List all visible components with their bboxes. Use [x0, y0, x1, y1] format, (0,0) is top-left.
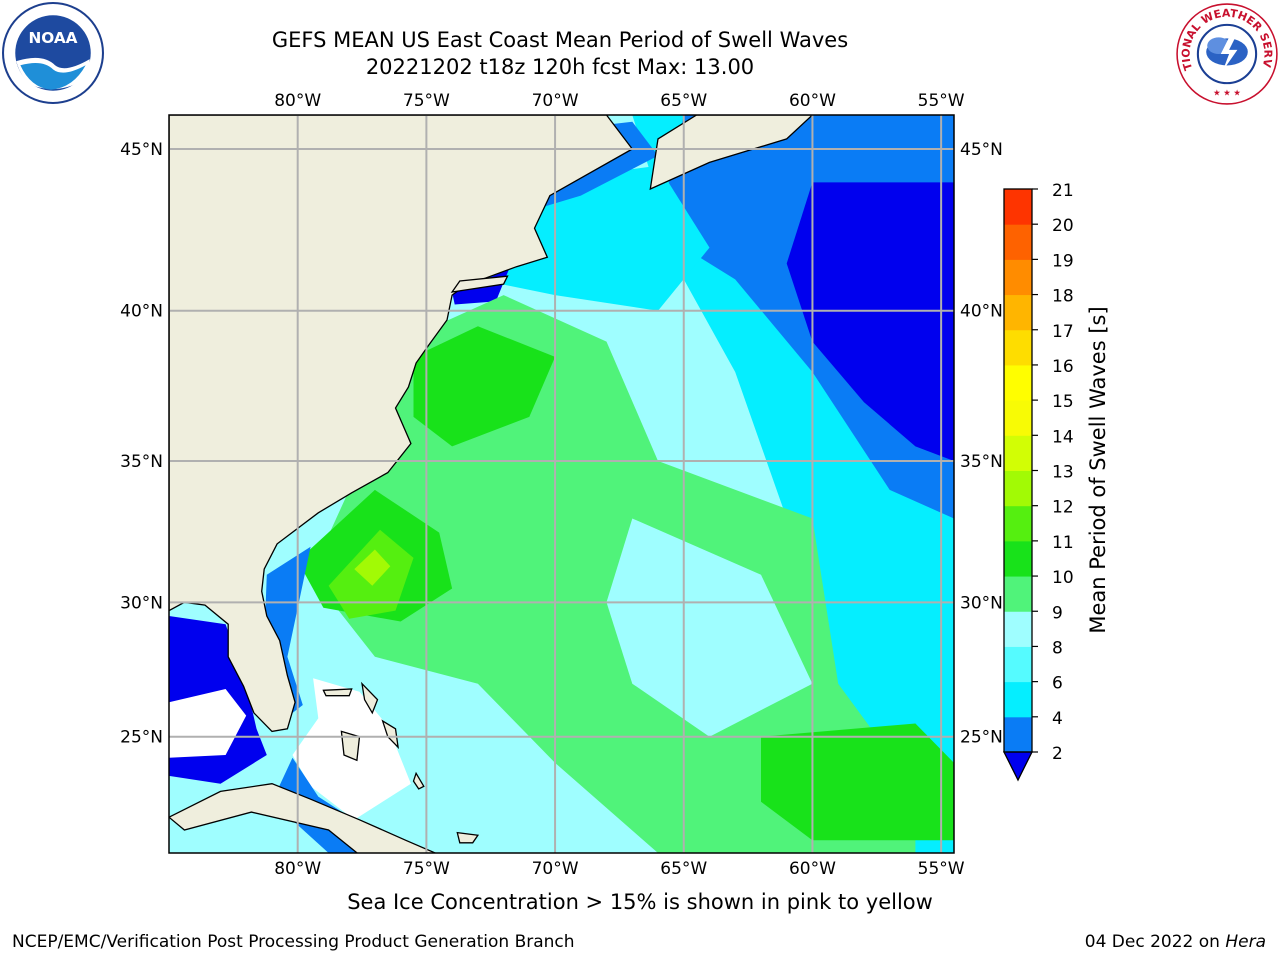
land-inagua: [456, 831, 480, 844]
colorbar-tick-label: 10: [1052, 568, 1074, 588]
lon-tick-label-top: 60°W: [789, 91, 836, 111]
lon-tick-label-top: 80°W: [274, 91, 321, 111]
nws-logo-icon: NATIONAL WEATHER SERVICE ★ ★ ★: [1175, 2, 1278, 105]
field-lightcyan-band: [606, 518, 813, 737]
footer-host: Hera: [1225, 932, 1266, 952]
colorbar-tick-label: 12: [1052, 498, 1074, 518]
lon-tick-label-bottom: 60°W: [789, 859, 836, 879]
land-nova-scotia: [649, 115, 814, 191]
colorbar-segment: [1004, 681, 1032, 718]
colorbar-tick-label: 13: [1052, 463, 1074, 483]
colorbar-tick-label: 9: [1052, 603, 1063, 623]
chart-subtitle: 20221202 t18z 120h fcst Max: 13.00: [365, 55, 755, 79]
lat-tick-label-right: 30°N: [960, 593, 1003, 613]
colorbar-segment: [1004, 716, 1032, 753]
colorbar-segment: [1004, 540, 1032, 577]
colorbar-tick-label: 6: [1052, 674, 1063, 694]
land-abaco: [361, 681, 379, 715]
colorbar-extend-arrow: [1002, 751, 1034, 782]
sea-ice-note: Sea Ice Concentration > 15% is shown in …: [347, 890, 933, 914]
field-yellow-peak: [354, 549, 391, 586]
lat-tick-label-right: 35°N: [960, 452, 1003, 472]
colorbar-segment: [1004, 294, 1032, 331]
lon-tick-label-top: 70°W: [532, 91, 579, 111]
colorbar-tick-label: 14: [1052, 427, 1074, 447]
colorbar-segment: [1004, 435, 1032, 471]
land-long-island: [450, 275, 509, 293]
lon-ticks-bottom: 80°W 75°W 70°W 65°W 60°W 55°W: [274, 859, 965, 879]
colorbar-tick-label: 19: [1052, 251, 1074, 271]
colorbar-tick-label: 21: [1052, 181, 1074, 201]
field-green-bright-north: [413, 326, 556, 447]
lat-tick-label-right: 45°N: [960, 140, 1003, 160]
noaa-logo-text: NOAA: [28, 29, 77, 47]
colorbar-tick-label: 20: [1052, 216, 1074, 236]
colorbar-label-text: Mean Period of Swell Waves [s]: [1086, 306, 1110, 634]
footer-date: 04 Dec 2022 on Hera: [1085, 932, 1266, 952]
land-andros: [340, 730, 361, 762]
colorbar-segment: [1004, 646, 1032, 683]
land-masses: [169, 115, 814, 853]
footer-credit: NCEP/EMC/Verification Post Processing Pr…: [12, 932, 575, 952]
land-eleuthera: [381, 719, 400, 750]
colorbar-tick-label: 8: [1052, 638, 1063, 658]
colorbar-segment: [1004, 364, 1032, 401]
lon-tick-label-top: 75°W: [403, 91, 450, 111]
lat-ticks-right: 45°N 40°N 35°N 30°N 25°N: [960, 140, 1003, 748]
colorbar-segment: [1004, 470, 1032, 507]
noaa-logo-icon: NOAA: [2, 2, 104, 104]
lon-tick-label-bottom: 65°W: [660, 859, 707, 879]
colorbar-segment: [1004, 576, 1032, 612]
lat-tick-label-right: 40°N: [960, 302, 1003, 322]
field-deepblue-northeast: [786, 182, 954, 461]
svg-text:★ ★ ★: ★ ★ ★: [1213, 88, 1241, 98]
lat-tick-label-right: 25°N: [960, 728, 1003, 748]
colorbar: 2 4 6 8 9 10 11 12 13 14 15 16 17 18 19 20 21: [1002, 181, 1074, 782]
colorbar-segment: [1004, 611, 1032, 647]
land-long-island-bahamas: [412, 771, 425, 790]
lon-tick-label-bottom: 80°W: [274, 859, 321, 879]
field-white-gulf: [169, 689, 247, 758]
colorbar-tick-label: 16: [1052, 357, 1074, 377]
colorbar-tick-label: 2: [1052, 744, 1063, 764]
colorbar-tick-label: 11: [1052, 533, 1074, 553]
lon-tick-label-bottom: 70°W: [532, 859, 579, 879]
colorbar-segment: [1004, 400, 1032, 436]
lat-tick-label-left: 35°N: [120, 452, 163, 472]
colorbar-tick-label: 15: [1052, 392, 1074, 412]
gridlines: [169, 115, 954, 853]
lon-tick-label-top: 65°W: [660, 91, 707, 111]
lat-tick-label-left: 40°N: [120, 302, 163, 322]
chart-title: GEFS MEAN US East Coast Mean Period of S…: [271, 28, 849, 52]
colorbar-tick-label: 18: [1052, 287, 1074, 307]
footer-date-text: 04 Dec 2022 on: [1084, 932, 1226, 952]
map-frame: [168, 114, 955, 854]
colorbar-tick-label: 4: [1052, 709, 1063, 729]
lat-ticks-left: 45°N 40°N 35°N 30°N 25°N: [120, 140, 163, 748]
colorbar-segment: [1004, 329, 1032, 366]
lat-tick-label-left: 30°N: [120, 593, 163, 613]
land-grand-bahama: [322, 688, 353, 697]
colorbar-segment: [1004, 259, 1032, 296]
lat-tick-label-left: 25°N: [120, 728, 163, 748]
lon-ticks-top: 80°W 75°W 70°W 65°W 60°W 55°W: [274, 91, 965, 111]
colorbar-segment: [1004, 189, 1032, 225]
field-green-southeast: [761, 723, 954, 841]
lat-tick-label-left: 45°N: [120, 140, 163, 160]
lon-tick-label-bottom: 55°W: [918, 859, 965, 879]
colorbar-tick-label: 17: [1052, 322, 1074, 342]
lon-tick-label-bottom: 75°W: [403, 859, 450, 879]
colorbar-segment: [1004, 505, 1032, 542]
colorbar-segment: [1004, 224, 1032, 260]
land-north-america: [169, 115, 634, 733]
lon-tick-label-top: 55°W: [918, 91, 965, 111]
